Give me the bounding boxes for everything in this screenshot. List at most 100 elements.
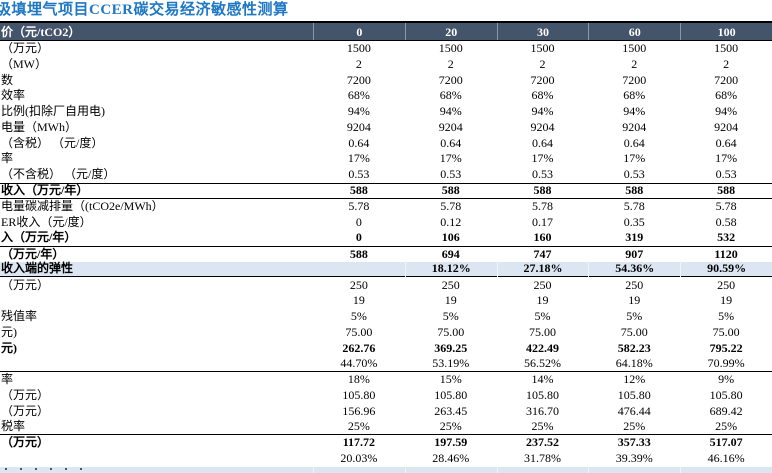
- table-row: （万元） 156.96 263.45 316.70 476.44 689.42: [0, 404, 772, 420]
- row-label: 率: [1, 151, 14, 166]
- cell-value: 56.52%: [523, 355, 561, 370]
- sensitivity-table: 价（元/tCO2） 0 20 30 60 100 （万元） 1500 1500 1500 150…: [0, 21, 772, 467]
- cell-value: 5%: [534, 309, 551, 324]
- cell-value: 25%: [623, 418, 646, 433]
- cell-value: 9%: [718, 372, 735, 387]
- row-label: 比例(扣除厂自用电): [1, 104, 105, 119]
- row-label: （万元）: [1, 403, 50, 418]
- cell-value: 263.45: [434, 403, 468, 418]
- row-label: （万元）: [1, 277, 50, 292]
- cell-value: 250: [349, 277, 368, 292]
- header-column-value: 20: [404, 23, 497, 40]
- clipped-bottom-row: [0, 467, 772, 473]
- table-row: 19 19 19 19 19: [0, 293, 772, 309]
- header-column-value: 100: [680, 23, 772, 40]
- cell-value: 15%: [439, 372, 462, 387]
- cell-value: 17%: [623, 151, 646, 166]
- cell-value: 7200: [622, 72, 647, 87]
- header-column-value: 0: [313, 23, 405, 40]
- table-row: 入（万元/年） 0 106 160 319 532: [0, 230, 772, 246]
- cell-value: 17%: [439, 151, 462, 166]
- cell-value: 75.00: [345, 324, 373, 339]
- cell-value: 2: [355, 56, 362, 71]
- clipped-row-cell: [680, 467, 772, 473]
- cell-value: 94%: [347, 104, 370, 119]
- row-label: （万元）: [1, 435, 50, 450]
- cell-value: 319: [625, 230, 644, 245]
- cell-value: 689.42: [709, 403, 743, 418]
- table-row: （万元） 250 250 250 250 250: [0, 277, 772, 293]
- cell-value: 75.00: [528, 324, 556, 339]
- row-label: 收入端的弹性: [1, 261, 74, 276]
- table-row: （MW） 2 2 2 2 2: [0, 57, 772, 73]
- table-row: （万元/年） 588 694 747 907 1120: [0, 245, 772, 262]
- cell-value: 2: [539, 56, 546, 71]
- cell-value: 0.17: [531, 214, 553, 229]
- cell-value: 105.80: [434, 387, 468, 402]
- cell-value: 9204: [530, 119, 555, 134]
- cell-value: 5.78: [623, 198, 645, 213]
- table-row: 44.70% 53.19% 56.52% 64.18% 70.99%: [0, 355, 772, 373]
- row-label: （含税） （元/度）: [1, 135, 104, 150]
- cell-value: 12%: [623, 372, 646, 387]
- cell-value: 105.80: [709, 387, 743, 402]
- clipped-row-cell: [588, 467, 680, 473]
- table-row: ER收入（元/度） 0 0.12 0.17 0.35 0.58: [0, 214, 772, 230]
- table-row: 元) 75.00 75.00 75.00 75.00 75.00: [0, 325, 772, 341]
- cell-value: 46.16%: [707, 450, 745, 465]
- cell-value: 1120: [714, 246, 738, 261]
- row-label: 入（万元/年）: [1, 230, 77, 245]
- cell-value: 75.00: [437, 324, 465, 339]
- cell-value: 19: [536, 293, 549, 308]
- table-row: 收入端的弹性 18.12% 27.18% 54.36% 90.59%: [0, 261, 772, 278]
- cell-value: 9204: [622, 119, 647, 134]
- cell-value: 250: [717, 277, 736, 292]
- cell-value: 27.18%: [496, 261, 589, 277]
- row-label: （万元）: [1, 387, 50, 402]
- cell-value: 75.00: [620, 324, 648, 339]
- cell-value: 9204: [714, 119, 739, 134]
- cell-value: 68%: [439, 88, 462, 103]
- cell-value: 1500: [622, 41, 647, 56]
- row-label: 元): [1, 324, 17, 339]
- cell-value: 18%: [347, 372, 370, 387]
- cell-value: 75.00: [712, 324, 740, 339]
- cell-value: 94%: [531, 104, 554, 119]
- cell-value: 2: [631, 56, 638, 71]
- cell-value: 105.80: [617, 387, 651, 402]
- cell-value: 20.03%: [340, 450, 378, 465]
- cell-value: 19: [352, 293, 365, 308]
- table-row: （不含税） （元/度） 0.53 0.53 0.53 0.53 0.53: [0, 167, 772, 183]
- table-row: 收入（万元/年） 588 588 588 588 588: [0, 182, 772, 199]
- cell-value: 1500: [438, 41, 463, 56]
- cell-value: 17%: [531, 151, 554, 166]
- cell-value: 0: [355, 214, 362, 229]
- cell-value: 54.36%: [588, 261, 680, 277]
- cell-value: 0.12: [440, 214, 462, 229]
- cell-value: 588: [717, 182, 736, 197]
- cell-value: 31.78%: [523, 450, 561, 465]
- cell-value: 0.58: [715, 214, 737, 229]
- cell-value: 795.22: [709, 340, 743, 355]
- row-label: 电量（MWh）: [1, 119, 77, 134]
- cell-value: 156.96: [342, 403, 376, 418]
- cell-value: 19: [444, 293, 457, 308]
- cell-value: 160: [533, 230, 552, 245]
- cell-value: 64.18%: [615, 355, 653, 370]
- cell-value: 588: [349, 182, 368, 197]
- cell-value: 5%: [626, 309, 643, 324]
- cell-value: 68%: [347, 88, 370, 103]
- table-row: 率 17% 17% 17% 17% 17%: [0, 151, 772, 167]
- table-row: 20.03% 28.46% 31.78% 39.39% 46.16%: [0, 451, 772, 467]
- cell-value: 94%: [439, 104, 462, 119]
- cell-value: 0.53: [715, 167, 737, 182]
- cell-value: 532: [717, 230, 736, 245]
- cell-value: 68%: [531, 88, 554, 103]
- cell-value: 2: [723, 56, 730, 71]
- cell-value: 25%: [439, 418, 462, 433]
- table-row: 电量碳减排量（(tCO2e/MWh） 5.78 5.78 5.78 5.78 5.78: [0, 199, 772, 215]
- cell-value: 39.39%: [615, 450, 653, 465]
- cell-value: 106: [441, 230, 460, 245]
- cell-value: 694: [441, 246, 460, 261]
